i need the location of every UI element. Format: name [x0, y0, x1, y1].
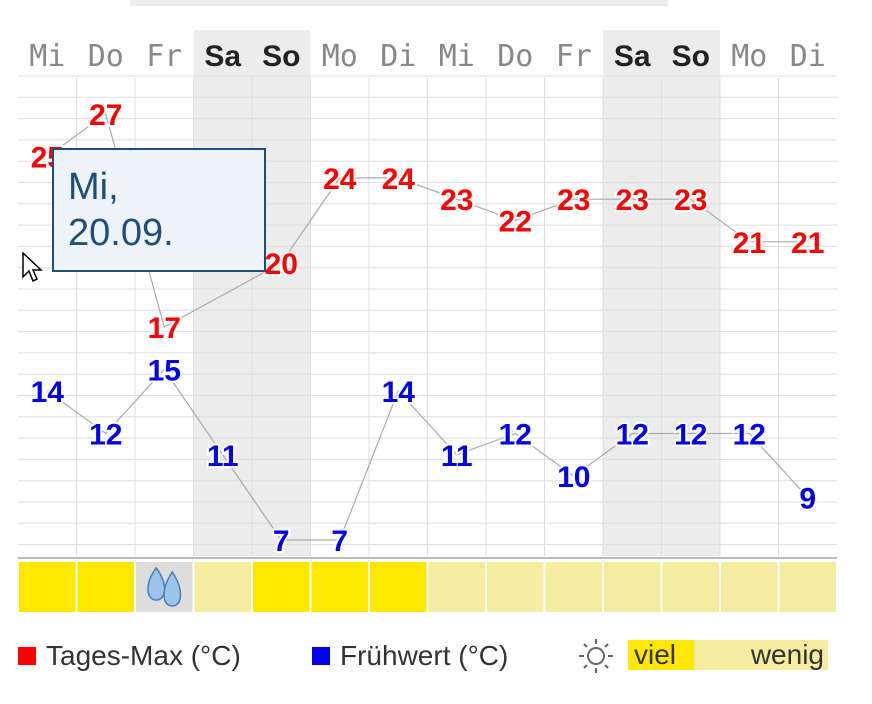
legend-early-swatch	[312, 646, 330, 665]
max-value-label: 27	[89, 99, 122, 132]
legend: Tages-Max (°C) Frühwert (°C) viel wenig	[18, 638, 848, 674]
sunshine-scale: viel wenig	[628, 640, 828, 670]
early-value-label: 12	[89, 419, 122, 452]
max-value-label: 20	[265, 248, 298, 281]
max-value-label: 23	[557, 184, 590, 217]
early-value-label: 14	[31, 376, 65, 409]
day-label: Fr	[146, 39, 182, 74]
top-scrollbar	[130, 0, 668, 6]
max-series-line	[46, 113, 808, 328]
max-value-label: 24	[323, 163, 357, 196]
sun-scale-low: wenig	[694, 640, 828, 670]
max-value-label: 23	[440, 184, 473, 217]
weekend-column	[661, 30, 720, 556]
max-value-label: 23	[616, 184, 649, 217]
early-value-label: 12	[616, 419, 649, 452]
rain-icon	[147, 566, 182, 607]
sunshine-cell	[311, 562, 368, 612]
day-label: So	[262, 40, 300, 73]
sunshine-cell	[370, 562, 427, 612]
max-value-label: 24	[382, 163, 416, 196]
day-label: Do	[88, 39, 124, 74]
day-label: Di	[790, 39, 826, 74]
legend-max-swatch	[18, 646, 36, 665]
day-label: Fr	[556, 39, 592, 74]
weekend-column	[252, 30, 311, 556]
early-value-label: 7	[331, 525, 348, 558]
early-value-label: 7	[273, 525, 290, 558]
max-value-label: 21	[791, 227, 824, 260]
max-value-label: 23	[674, 184, 707, 217]
max-value-label: 22	[499, 206, 532, 239]
day-label: Mo	[322, 39, 358, 74]
max-value-label: 17	[148, 312, 181, 345]
early-value-label: 10	[557, 461, 590, 494]
legend-max-label: Tages-Max (°C)	[46, 640, 241, 671]
early-series-line	[46, 368, 809, 541]
early-value-label: 15	[148, 355, 181, 388]
day-label: Sa	[204, 40, 241, 73]
sunshine-cell	[253, 562, 310, 612]
sunshine-cell	[662, 562, 719, 612]
day-label: Di	[380, 39, 416, 74]
mouse-pointer-icon	[22, 252, 43, 283]
sunshine-cell	[487, 562, 544, 612]
day-label: Do	[497, 39, 533, 74]
sunshine-cell	[604, 562, 661, 612]
early-value-label: 11	[207, 440, 239, 473]
sun-scale-high: viel	[628, 640, 694, 670]
legend-early-label: Frühwert (°C)	[340, 640, 509, 671]
sunshine-cell	[77, 562, 134, 612]
early-value-label: 12	[733, 419, 766, 452]
tooltip-date: 20.09.	[68, 212, 174, 254]
day-label: Mi	[29, 39, 65, 74]
weekend-column	[193, 30, 252, 556]
sunshine-cell	[721, 562, 778, 612]
sunshine-cell	[545, 562, 602, 612]
day-label: Mi	[439, 39, 475, 74]
max-value-label: 21	[733, 227, 766, 260]
tooltip-weekday: Mi,	[68, 166, 119, 208]
early-value-label: 11	[441, 440, 473, 473]
early-value-label: 12	[499, 419, 532, 452]
legend-early: Frühwert (°C)	[312, 638, 508, 674]
day-label: Mo	[731, 39, 767, 74]
date-tooltip: Mi, 20.09.	[52, 148, 266, 272]
weekend-column	[603, 30, 662, 556]
early-value-label: 14	[382, 376, 416, 409]
sun-icon	[579, 639, 613, 673]
day-label: So	[672, 40, 710, 73]
sunshine-cell	[779, 562, 836, 612]
early-value-label: 9	[799, 482, 816, 515]
day-label: Sa	[614, 40, 651, 73]
sunshine-cell	[194, 562, 251, 612]
legend-max: Tages-Max (°C)	[18, 638, 241, 674]
sunshine-cell	[19, 562, 76, 612]
sunshine-cell	[428, 562, 485, 612]
early-value-label: 12	[674, 419, 707, 452]
